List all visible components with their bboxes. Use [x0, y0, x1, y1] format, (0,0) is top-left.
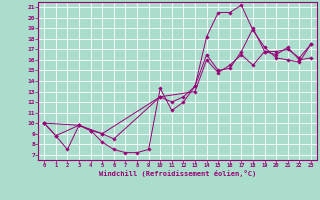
X-axis label: Windchill (Refroidissement éolien,°C): Windchill (Refroidissement éolien,°C): [99, 170, 256, 177]
